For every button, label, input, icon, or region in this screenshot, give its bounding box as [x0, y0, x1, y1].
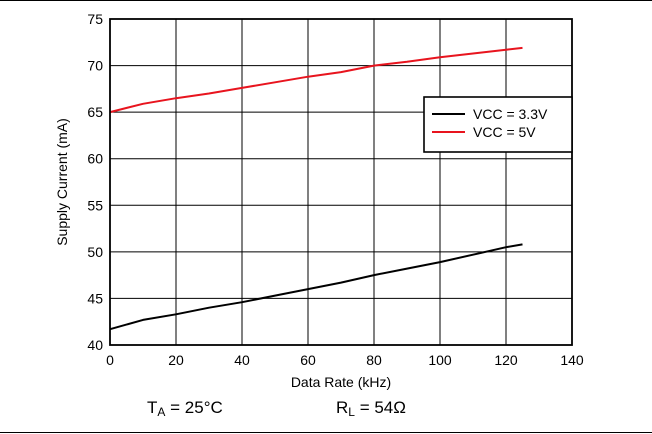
x-tick-label: 140 [560, 352, 584, 368]
tick-labels: 0 20 40 60 80 100 120 140 40 45 50 55 60 65 70 75 [87, 11, 583, 368]
y-axis-label: Supply Current (mA) [54, 118, 70, 246]
load-resistance-condition: RL = 54Ω [336, 398, 406, 419]
rl-symbol: R [336, 398, 349, 417]
x-tick-label: 20 [168, 352, 184, 368]
series-line-5v [109, 46, 523, 114]
legend-box [423, 96, 573, 153]
grid-lines [110, 19, 572, 345]
x-tick-label: 100 [428, 352, 452, 368]
legend-label-3v3: VCC = 3.3V [473, 106, 548, 122]
ambient-temperature-condition: TA = 25°C [147, 398, 223, 419]
y-tick-label: 55 [87, 197, 103, 213]
series-lines [109, 46, 523, 331]
legend-label-5v: VCC = 5V [473, 124, 536, 140]
y-tick-label: 45 [87, 290, 103, 306]
x-tick-label: 80 [366, 352, 382, 368]
plot-frame [109, 18, 573, 346]
y-tick-label: 40 [87, 337, 103, 353]
x-tick-label: 120 [494, 352, 518, 368]
x-tick-label: 60 [300, 352, 316, 368]
bottom-rule [0, 432, 652, 433]
ta-value: = 25°C [165, 398, 223, 417]
legend: VCC = 3.3V VCC = 5V [423, 96, 573, 153]
top-rule [0, 0, 652, 1]
rl-value: = 54Ω [354, 398, 406, 417]
x-tick-label: 0 [106, 352, 114, 368]
y-tick-label: 70 [87, 58, 103, 74]
rl-subscript: L [348, 405, 355, 419]
y-tick-label: 65 [87, 104, 103, 120]
ta-subscript: A [157, 405, 166, 419]
series-line-3v3 [109, 243, 523, 331]
x-axis-label: Data Rate (kHz) [291, 374, 391, 390]
ta-symbol: T [147, 398, 158, 417]
y-tick-label: 75 [87, 11, 103, 27]
x-tick-label: 40 [234, 352, 250, 368]
y-tick-label: 50 [87, 244, 103, 260]
y-tick-label: 60 [87, 151, 103, 167]
